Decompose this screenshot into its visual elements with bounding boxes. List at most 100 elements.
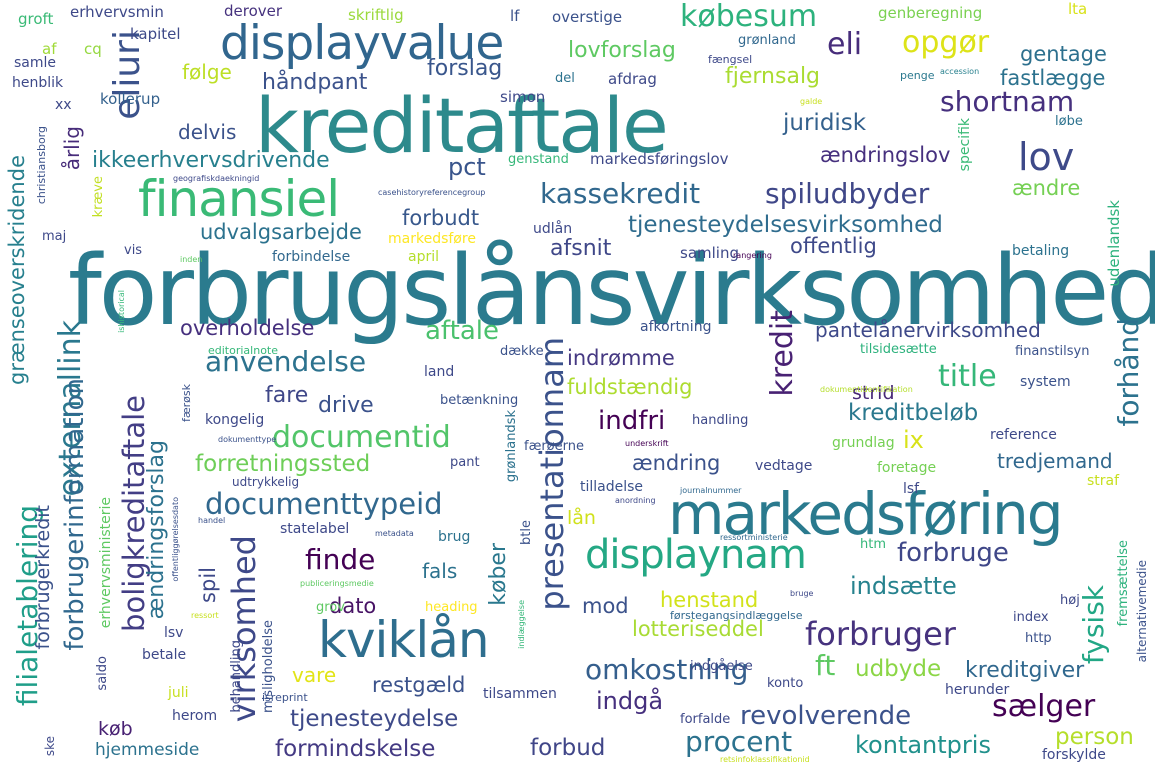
word-kreditgiver: kreditgiver (965, 658, 1085, 683)
word-vedtage: vedtage (755, 458, 813, 474)
word-samle: samle (14, 55, 57, 71)
word-forbudt: forbudt (402, 206, 480, 230)
word-fjernsalg: fjernsalg (725, 64, 821, 89)
word-omkostning: omkostning (585, 653, 749, 686)
word-indfri: indfri (598, 406, 666, 436)
word-person: person (1055, 724, 1134, 750)
word-fals: fals (422, 559, 458, 583)
word-kviklan: kviklån (318, 611, 490, 669)
word-spiludbyder: spiludbyder (765, 177, 930, 210)
word-journalnummer: journalnummer (680, 486, 742, 495)
word-faengsel: fængsel (708, 53, 753, 66)
word-finde: finde (305, 543, 376, 576)
word-dokumentidentifikation: dokumentidentifikation (820, 385, 913, 394)
word-udenlandsk: udenlandsk (1105, 200, 1123, 287)
word-lf: lf (510, 7, 520, 25)
word-tilsidesaette: tilsidesætte (860, 342, 937, 357)
word-finansiel: finansiel (138, 170, 340, 228)
word-reference: reference (990, 427, 1057, 443)
word-tilsammen: tilsammen (483, 686, 557, 702)
word-konto: konto (767, 676, 804, 691)
word-markedsforingslov: markedsføringslov (590, 150, 729, 168)
word-eli: eli (827, 27, 863, 62)
word-aendringsforslag: ændringsforslag (144, 440, 169, 620)
word-indlaeggelse: indlæggelse (517, 600, 526, 649)
word-documenttypeid: documenttypeid (205, 487, 443, 521)
word-geografiskdaekningid: geografiskdaekningid (173, 174, 260, 183)
word-displayvalue: displayvalue (220, 16, 504, 71)
word-simon: simon (500, 88, 546, 106)
word-drive: drive (318, 393, 374, 418)
word-underskrift: underskrift (625, 439, 669, 448)
word-fare: fare (265, 383, 309, 408)
word-foretage: foretage (877, 460, 937, 476)
word-lotteriseddel: lotteriseddel (632, 617, 764, 641)
word-forbrugerkredit: forbrugerkredit (32, 505, 54, 650)
word-revolverende: revolverende (740, 701, 912, 731)
word-penge: penge (900, 69, 935, 82)
word-aendringslov: ændringslov (820, 143, 951, 167)
word-fastlaegge: fastlægge (1000, 66, 1106, 90)
word-folge: følge (182, 60, 232, 84)
word-strid: strid (852, 382, 895, 404)
word-genberegning: genberegning (878, 4, 983, 22)
word-forbruger: forbruger (805, 615, 956, 653)
word-formindskelse: formindskelse (275, 736, 436, 762)
word-publiceringsmedie: publiceringsmedie (300, 579, 374, 588)
word-specifik: specifik (957, 118, 973, 172)
word-kober: køber (486, 543, 511, 606)
word-forslag: forslag (427, 56, 503, 81)
word-index: index (1013, 610, 1049, 625)
word-brug: brug (438, 529, 471, 545)
word-kassekredit: kassekredit (540, 177, 701, 210)
word-system: system (1020, 374, 1071, 390)
word-straf: straf (1087, 473, 1120, 489)
word-tjenesteydelsesvirksomhed: tjenesteydelsesvirksomhed (628, 212, 943, 238)
word-kreditaftale: kreditaftale (255, 81, 669, 170)
word-anordning: anordning (615, 496, 656, 505)
word-hoj: høj (1060, 593, 1080, 608)
word-kapitel: kapitel (130, 25, 181, 43)
word-xx: xx (55, 97, 72, 113)
word-inden: inden (180, 255, 203, 264)
word-gentage: gentage (1020, 42, 1107, 66)
word-indsaette: indsætte (850, 572, 957, 600)
word-herunder: herunder (945, 682, 1010, 698)
word-ft: ft (815, 649, 836, 682)
word-groft: groft (18, 10, 54, 28)
word-presentationnam: presentationnam (533, 337, 571, 611)
word-pct: pct (448, 153, 486, 181)
word-galde: galde (800, 97, 823, 106)
word-displaynam: displaynam (585, 532, 807, 578)
word-juridisk: juridisk (783, 110, 867, 136)
word-anvendelse: anvendelse (205, 345, 367, 378)
word-ressortministerie: ressortministerie (720, 533, 788, 542)
word-udbyde: udbyde (855, 656, 942, 682)
word-forbindelse: forbindelse (272, 249, 351, 265)
word-fremsaettelse: fremsættelse (1116, 540, 1131, 627)
word-lta: lta (1068, 0, 1088, 18)
word-delvis: delvis (178, 120, 237, 144)
word-lan: lån (567, 507, 596, 529)
word-handel: handel (198, 516, 226, 525)
word-markedsfore: markedsføre (388, 231, 476, 247)
word-http: http (1025, 631, 1052, 646)
word-dokumenttype: dokumenttype (218, 435, 277, 444)
word-cq: cq (84, 40, 102, 58)
word-forbrugslansvirksomhed: forbrugslånsvirksomhed (68, 235, 1155, 347)
word-overholdelse: overholdelse (180, 316, 315, 340)
word-pantelanervirksomhed: pantelånervirksomhed (815, 318, 1041, 342)
word-genstand: genstand (508, 152, 569, 167)
word-spil: spil (196, 567, 220, 603)
word-afdrag: afdrag (608, 70, 657, 88)
word-udlan: udlån (533, 221, 573, 237)
word-offentliggorelsesdato: offentliggørelsesdato (171, 497, 180, 582)
word-aendre: ændre (1012, 176, 1081, 200)
word-tjenesteydelse: tjenesteydelse (290, 706, 459, 732)
word-dato: dato (329, 594, 377, 618)
word-forskylde: forskylde (1042, 747, 1106, 763)
word-saldo: saldo (95, 656, 110, 691)
word-rangering: rangering (733, 251, 772, 260)
word-statelabel: statelabel (280, 521, 350, 537)
word-bruge: bruge (790, 589, 814, 598)
